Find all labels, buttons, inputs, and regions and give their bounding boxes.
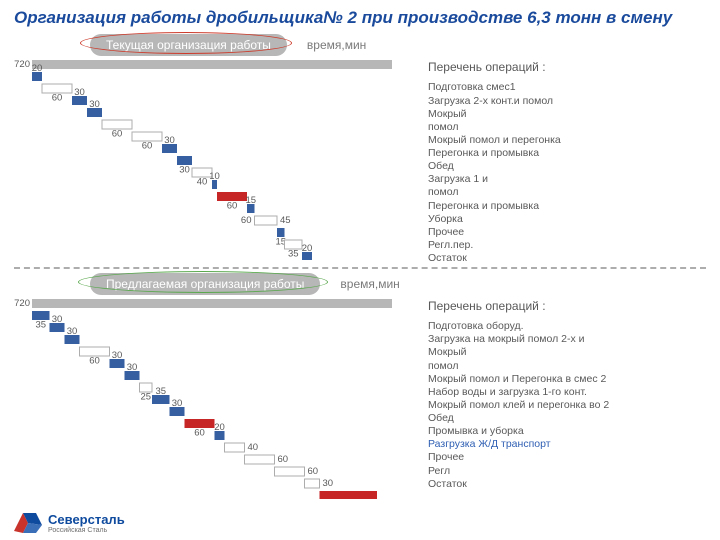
svg-text:60: 60 bbox=[241, 215, 252, 226]
ops-item: помол bbox=[428, 360, 708, 373]
svg-text:30: 30 bbox=[67, 326, 78, 337]
logo-mark-icon bbox=[14, 513, 42, 533]
waterfall-current: 7202060303060603030401060154560153520606… bbox=[12, 60, 422, 260]
svg-text:720: 720 bbox=[14, 60, 30, 70]
svg-text:20: 20 bbox=[214, 422, 225, 433]
brand-logo: Северсталь Российская Сталь bbox=[14, 512, 125, 534]
ops-item: Обед bbox=[428, 412, 708, 425]
ops-item: Мокрый помол клей и перегонка во 2 bbox=[428, 399, 708, 412]
ops-item: Перегонка и промывка bbox=[428, 200, 708, 213]
svg-text:35: 35 bbox=[288, 249, 299, 260]
ops-list-current: Перечень операций : Подготовка смес1Загр… bbox=[428, 60, 708, 265]
svg-text:30: 30 bbox=[164, 135, 175, 146]
ops-item: Остаток bbox=[428, 478, 708, 491]
svg-text:60: 60 bbox=[227, 201, 238, 212]
badge-current: Текущая организация работы bbox=[90, 34, 287, 56]
svg-text:30: 30 bbox=[323, 478, 334, 489]
time-label-2: время,мин bbox=[340, 277, 399, 291]
badge-proposed: Предлагаемая организация работы bbox=[90, 273, 320, 295]
svg-text:30: 30 bbox=[112, 350, 123, 361]
logo-sub: Российская Сталь bbox=[48, 527, 125, 534]
svg-text:35: 35 bbox=[155, 386, 166, 397]
svg-text:30: 30 bbox=[52, 314, 63, 325]
ops-item: Мокрый помол и перегонка bbox=[428, 134, 708, 147]
svg-text:30: 30 bbox=[89, 99, 100, 110]
ops-item: Прочее bbox=[428, 451, 708, 464]
ops-item: Остаток bbox=[428, 252, 708, 265]
ops-item: помол bbox=[428, 186, 708, 199]
svg-text:45: 45 bbox=[280, 215, 291, 226]
svg-text:40: 40 bbox=[197, 177, 208, 188]
svg-text:20: 20 bbox=[32, 63, 43, 74]
ops-item: Мокрый помол и Перегонка в смес 2 bbox=[428, 373, 708, 386]
section-current: Текущая организация работы время,мин 720… bbox=[0, 32, 720, 265]
svg-text:40: 40 bbox=[248, 442, 259, 453]
svg-text:60: 60 bbox=[194, 428, 205, 439]
ops-item: Регл bbox=[428, 465, 708, 478]
ops-item: Загрузка 1 и bbox=[428, 173, 708, 186]
ops-list-proposed: Перечень операций : Подготовка оборуд.За… bbox=[428, 299, 708, 499]
ops-item: Прочее bbox=[428, 226, 708, 239]
svg-text:35: 35 bbox=[35, 320, 46, 331]
section-divider bbox=[14, 267, 706, 269]
ops-item: Загрузка 2-х конт.и помол bbox=[428, 95, 708, 108]
svg-text:60: 60 bbox=[308, 466, 319, 477]
ops-item: Подготовка смес1 bbox=[428, 81, 708, 94]
svg-text:30: 30 bbox=[172, 398, 183, 409]
ops-heading-2: Перечень операций : bbox=[428, 299, 708, 314]
ops-item: Промывка и уборка bbox=[428, 425, 708, 438]
ops-item: Разгрузка Ж/Д транспорт bbox=[428, 438, 708, 451]
svg-text:60: 60 bbox=[142, 141, 153, 152]
svg-text:720: 720 bbox=[14, 299, 30, 309]
ops-heading-1: Перечень операций : bbox=[428, 60, 708, 75]
ops-item: Перегонка и промывка bbox=[428, 147, 708, 160]
ops-item: Набор воды и загрузка 1-го конт. bbox=[428, 386, 708, 399]
ops-item: Обед bbox=[428, 160, 708, 173]
logo-text: Северсталь bbox=[48, 512, 125, 527]
svg-text:30: 30 bbox=[179, 165, 190, 176]
svg-text:60: 60 bbox=[278, 454, 289, 465]
ops-item: Регл.пер. bbox=[428, 239, 708, 252]
svg-text:10: 10 bbox=[209, 171, 220, 182]
svg-text:60: 60 bbox=[89, 356, 100, 367]
ops-item: Мокрый bbox=[428, 108, 708, 121]
time-label-1: время,мин bbox=[307, 38, 366, 52]
page-title: Организация работы дробильщика№ 2 при пр… bbox=[0, 0, 720, 32]
svg-text:20: 20 bbox=[302, 243, 313, 254]
svg-text:60: 60 bbox=[52, 93, 63, 104]
svg-text:30: 30 bbox=[74, 87, 85, 98]
waterfall-proposed: 720353030603030253530602040606030115 bbox=[12, 299, 422, 499]
ops-item: помол bbox=[428, 121, 708, 134]
svg-text:25: 25 bbox=[140, 392, 151, 403]
svg-text:60: 60 bbox=[112, 129, 123, 140]
section-proposed: Предлагаемая организация работы время,ми… bbox=[0, 271, 720, 499]
ops-item: Уборка bbox=[428, 213, 708, 226]
ops-item: Загрузка на мокрый помол 2-х и bbox=[428, 333, 708, 346]
ops-item: Подготовка оборуд. bbox=[428, 320, 708, 333]
svg-text:30: 30 bbox=[127, 362, 138, 373]
svg-text:15: 15 bbox=[245, 195, 256, 206]
ops-item: Мокрый bbox=[428, 346, 708, 359]
